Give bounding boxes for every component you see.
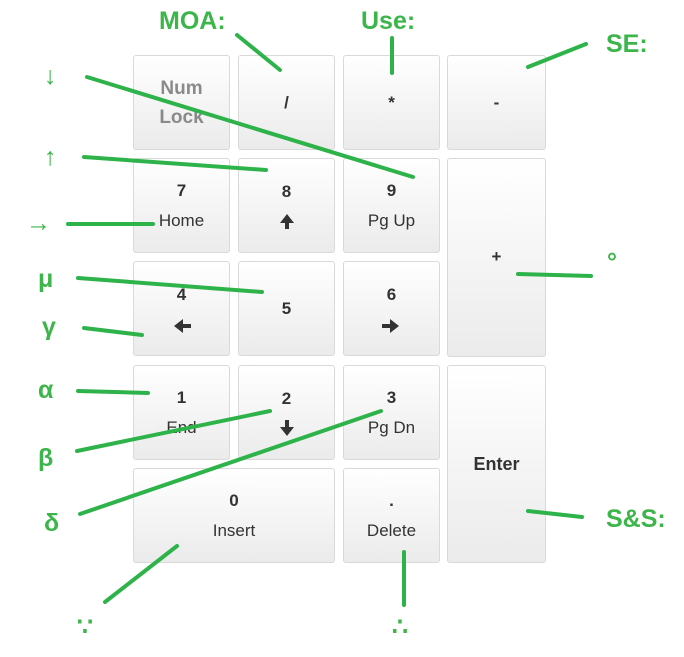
beta-annotation: β	[38, 444, 54, 472]
minus-label: -	[493, 92, 500, 112]
mu-annotation: μ	[38, 265, 54, 293]
key-1[interactable]: 1 End	[133, 365, 230, 460]
arrow-left-icon	[174, 318, 191, 333]
delta-line	[78, 409, 383, 516]
gamma-line	[82, 326, 144, 337]
key-4-number: 4	[176, 284, 187, 304]
degree-annotation: °	[607, 248, 617, 276]
alpha-annotation: α	[38, 376, 54, 404]
key-3-label: Pg Dn	[367, 417, 416, 437]
arrow-up-icon	[279, 214, 294, 229]
se-line	[526, 42, 588, 69]
decimal-label: Delete	[366, 520, 417, 540]
degree-line	[516, 272, 593, 278]
delta-annotation: δ	[44, 509, 60, 537]
num-lock-key[interactable]: Num Lock	[133, 55, 230, 150]
multiply-label: *	[388, 92, 395, 112]
key-9[interactable]: 9 Pg Up	[343, 158, 440, 253]
key-2-number: 2	[281, 389, 292, 408]
num-lock-label-top: Num	[160, 77, 203, 99]
plus-key[interactable]: +	[447, 158, 546, 357]
se-annotation: SE:	[606, 30, 648, 58]
because-line	[103, 544, 179, 604]
mu-line	[76, 276, 264, 294]
up-arrow-annotation: ↑	[44, 143, 57, 171]
decimal-key[interactable]: . Delete	[343, 468, 440, 563]
key-7[interactable]: 7 Home	[133, 158, 230, 253]
key-6-number: 6	[386, 284, 397, 304]
num-lock-label-bottom: Lock	[159, 106, 204, 128]
enter-key[interactable]: Enter	[447, 365, 546, 563]
key-9-label: Pg Up	[367, 210, 416, 230]
enter-label: Enter	[473, 454, 520, 474]
key-3-number: 3	[386, 387, 397, 407]
decimal-symbol: .	[389, 490, 394, 510]
down-arrow-line	[85, 75, 415, 179]
moa-annotation: MOA:	[159, 7, 226, 35]
moa-line	[235, 33, 282, 72]
minus-key[interactable]: -	[447, 55, 546, 150]
key-7-label: Home	[158, 210, 205, 230]
key-0-label: Insert	[212, 520, 256, 540]
key-9-number: 9	[386, 180, 397, 200]
divide-label: /	[284, 92, 289, 112]
key-3[interactable]: 3 Pg Dn	[343, 365, 440, 460]
ss-line	[526, 509, 584, 519]
key-0-number: 0	[229, 490, 239, 510]
ss-annotation: S&S:	[606, 505, 666, 533]
gamma-annotation: γ	[42, 313, 56, 341]
up-arrow-line	[82, 155, 268, 172]
divide-key[interactable]: /	[238, 55, 335, 150]
beta-line	[75, 409, 272, 453]
arrow-right-icon	[382, 318, 399, 333]
right-arrow-annotation: →	[26, 209, 51, 237]
down-arrow-annotation: ↓	[44, 62, 57, 90]
key-6[interactable]: 6	[343, 261, 440, 356]
key-7-number: 7	[176, 180, 187, 200]
key-1-number: 1	[176, 387, 187, 407]
use-annotation: Use:	[361, 7, 416, 35]
arrow-down-icon	[279, 420, 294, 436]
alpha-line	[76, 389, 150, 395]
key-8-number: 8	[281, 182, 292, 201]
key-5-number: 5	[281, 298, 292, 318]
key-5[interactable]: 5	[238, 261, 335, 356]
key-4[interactable]: 4	[133, 261, 230, 356]
therefore-annotation: ∴	[392, 613, 408, 641]
plus-label: +	[491, 247, 502, 266]
because-annotation: ∵	[77, 613, 93, 641]
key-8[interactable]: 8	[238, 158, 335, 253]
